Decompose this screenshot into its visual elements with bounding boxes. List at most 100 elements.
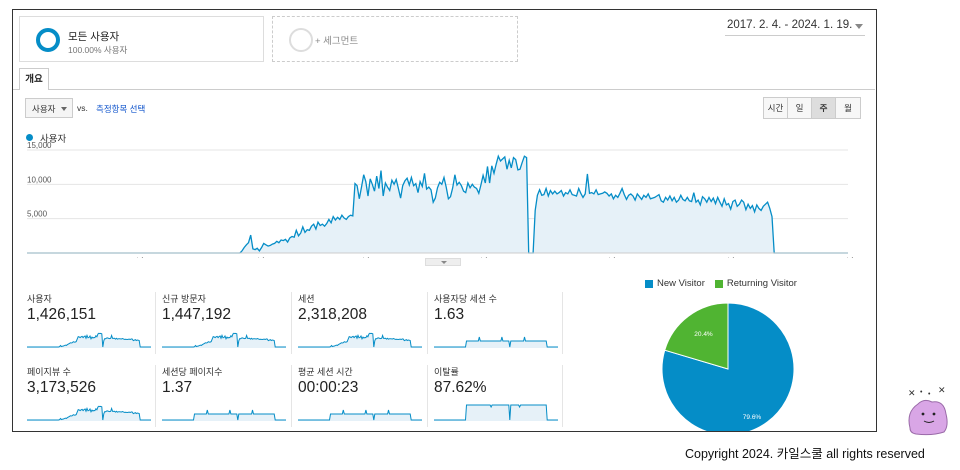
y-tick-label: 5,000: [27, 210, 48, 219]
pie-slice-label: 20.4%: [694, 331, 713, 338]
sparkline-line: [27, 332, 151, 348]
metric-card[interactable]: 사용자당 세션 수 1.63: [434, 292, 570, 352]
sparkline-area: [27, 333, 151, 348]
metric-card[interactable]: 사용자 1,426,151: [27, 292, 163, 352]
granularity-week-button[interactable]: 주: [812, 98, 836, 118]
metric-value: 1.37: [162, 379, 193, 396]
segment-subtitle: 100.00% 사용자: [68, 45, 128, 55]
metric-divider: [155, 365, 156, 427]
granularity-hour-button[interactable]: 시간: [764, 98, 788, 118]
sparkline-line: [298, 409, 422, 421]
x-tick-label: 2021년: [462, 256, 487, 258]
vs-label: vs.: [77, 103, 88, 113]
sparkline-line: [27, 405, 151, 421]
metric-card[interactable]: 평균 세션 시간 00:00:23: [298, 365, 434, 425]
metric-label: 페이지뷰 수: [27, 367, 71, 377]
metric-card[interactable]: 페이지뷰 수 3,173,526: [27, 365, 163, 425]
caret-down-icon: [855, 24, 863, 29]
metric-sparkline: [162, 332, 286, 348]
segment-placeholder-ring-icon: [289, 28, 313, 52]
sparkline-line: [434, 404, 558, 421]
svg-text:✕: ✕: [938, 385, 946, 395]
pie-slice[interactable]: [664, 302, 729, 370]
tab-divider: [13, 89, 875, 90]
metric-card[interactable]: 이탈률 87.62%: [434, 365, 570, 425]
add-segment-button[interactable]: + 세그먼트: [272, 16, 518, 62]
metric-card[interactable]: 세션당 페이지수 1.37: [162, 365, 298, 425]
sparkline-area: [298, 410, 422, 421]
legend-dot-icon: [26, 134, 33, 141]
ditto-mascot-icon: ✕ • • ✕: [908, 385, 948, 436]
segment-all-users[interactable]: 모든 사용자 100.00% 사용자: [19, 16, 264, 62]
metric-value: 1,426,151: [27, 306, 96, 323]
sparkline-area: [298, 333, 422, 348]
metric-value: 3,173,526: [27, 379, 96, 396]
x-tick-label: 2020년: [344, 256, 369, 258]
sparkline-area: [162, 333, 286, 348]
sparkline-area: [162, 410, 286, 421]
metric-divider: [562, 365, 563, 427]
tab-overview[interactable]: 개요: [19, 68, 49, 90]
svg-text:✕: ✕: [908, 388, 916, 398]
metric-label: 신규 방문자: [162, 294, 206, 304]
metric-divider: [427, 292, 428, 354]
x-tick-label: 2018년: [118, 256, 143, 258]
metric-label: 이탈률: [434, 367, 459, 377]
metric-label: 세션: [298, 294, 315, 304]
metric-card[interactable]: 신규 방문자 1,447,192: [162, 292, 298, 352]
segment-ring-icon: [36, 28, 60, 52]
sparkline-line: [162, 409, 286, 421]
metric-divider: [562, 292, 563, 354]
metric-sparkline: [27, 332, 151, 348]
chart-collapse-handle[interactable]: [425, 258, 461, 266]
sparkline-line: [162, 332, 286, 348]
add-segment-label: + 세그먼트: [315, 36, 359, 47]
metric-value: 1.63: [434, 306, 465, 323]
sparkline-area: [434, 405, 558, 421]
metric-label: 세션당 페이지수: [162, 367, 223, 377]
date-range-picker[interactable]: 2017. 2. 4. - 2024. 1. 19.: [725, 18, 865, 36]
svg-text:•: •: [920, 389, 923, 396]
sparkline-line: [298, 332, 422, 348]
x-tick-label: 2023년: [709, 256, 734, 258]
metric-label: 사용자당 세션 수: [434, 294, 497, 304]
pie-slice[interactable]: [661, 302, 795, 431]
legend-returning-visitor: Returning Visitor: [714, 278, 797, 289]
metric-divider: [427, 365, 428, 427]
analytics-frame: 모든 사용자 100.00% 사용자 + 세그먼트 2017. 2. 4. - …: [12, 9, 877, 432]
metric-label: 사용자: [27, 294, 52, 304]
legend-returning-visitor-label: Returning Visitor: [726, 278, 797, 289]
y-tick-label: 15,000: [27, 142, 52, 150]
users-area: [27, 156, 848, 253]
sparkline-area: [434, 337, 558, 348]
sparkline-area: [27, 406, 151, 421]
metric-sparkline: [434, 404, 558, 421]
granularity-day-button[interactable]: 일: [788, 98, 812, 118]
y-tick-label: 10,000: [27, 175, 52, 184]
metric-value: 87.62%: [434, 379, 487, 396]
pie-legend: New Visitor Returning Visitor: [645, 278, 797, 289]
legend-label: 사용자: [40, 134, 67, 145]
compare-metric-link[interactable]: 측정항목 선택: [96, 104, 146, 114]
visitor-type-pie-chart[interactable]: 79.6% 20.4%: [658, 301, 798, 431]
copyright-text: Copyright 2024. 카일스쿨 all rights reserved: [685, 447, 925, 461]
svg-text:•: •: [928, 391, 931, 398]
metric-sparkline: [162, 409, 286, 421]
metric-divider: [291, 292, 292, 354]
pie-slice-label: 79.6%: [743, 414, 762, 421]
date-range-text: 2017. 2. 4. - 2024. 1. 19.: [727, 19, 853, 31]
metric-card[interactable]: 세션 2,318,208: [298, 292, 434, 352]
x-tick-label: 2022년: [590, 256, 615, 258]
segment-title: 모든 사용자: [68, 31, 120, 43]
sparkline-line: [434, 336, 558, 348]
new-visitor-swatch: [645, 279, 653, 288]
metric-value: 00:00:23: [298, 379, 359, 396]
caret-down-icon: [441, 261, 447, 264]
metric-label: 평균 세션 시간: [298, 367, 353, 377]
users-line-chart[interactable]: 15,000 10,000 5,000 2018년 2019년 2020년 2021년 202…: [13, 142, 873, 258]
metric-select-value: 사용자: [32, 104, 56, 114]
metric-sparkline: [298, 409, 422, 421]
granularity-month-button[interactable]: 월: [836, 98, 860, 118]
metric-select[interactable]: 사용자: [25, 98, 73, 118]
legend-new-visitor: New Visitor: [645, 278, 705, 289]
